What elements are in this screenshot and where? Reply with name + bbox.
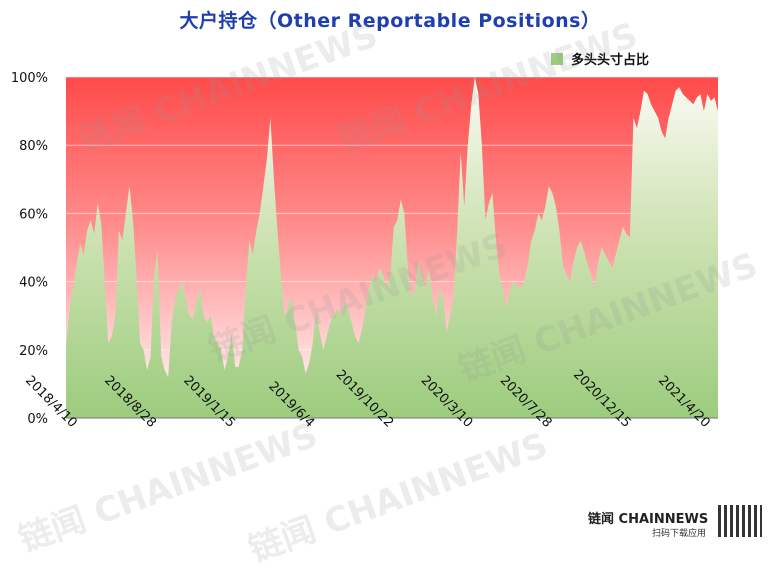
chart-title: 大户持仓（Other Reportable Positions） (179, 10, 601, 32)
legend-label: 多头头寸占比 (571, 52, 649, 68)
brand-subtitle: 扫码下载应用 (652, 529, 707, 539)
qr-code-icon (718, 505, 762, 537)
y-tick-label: 80% (19, 139, 48, 154)
y-tick-label: 20% (19, 344, 48, 359)
brand-logo-text: 链闻 CHAINNEWS (588, 512, 709, 527)
y-tick-label: 60% (19, 207, 48, 222)
y-tick-label: 100% (11, 71, 48, 86)
series-area-long-share (66, 77, 718, 418)
legend-swatch (551, 53, 563, 65)
legend: 多头头寸占比 (551, 52, 649, 68)
y-tick-label: 0% (27, 412, 48, 427)
area-chart: 0%20%40%60%80%100% 2018/4/10 2018/8/28 201… (11, 52, 718, 431)
y-tick-labels: 0% 20% 40% 60% 80% 100% (11, 71, 48, 427)
y-tick-label: 40% (19, 276, 48, 291)
